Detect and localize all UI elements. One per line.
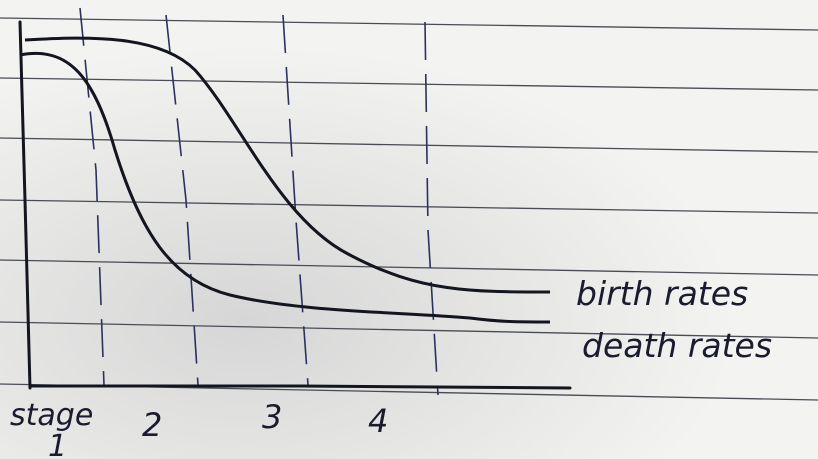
sketch: stage 1 2 3 4 birth rates death rates xyxy=(0,0,818,459)
stage-word: stage xyxy=(10,398,93,433)
curve-label: birth rates xyxy=(576,274,748,313)
stage-label: 1 xyxy=(48,429,67,459)
stage-label: 3 xyxy=(262,398,282,436)
stage-label: 2 xyxy=(142,406,162,444)
paper xyxy=(0,0,818,459)
stage-label: 4 xyxy=(368,402,388,440)
page: stage 1 2 3 4 birth rates death rates ((… xyxy=(0,0,818,459)
curve-label: death rates xyxy=(582,326,772,365)
